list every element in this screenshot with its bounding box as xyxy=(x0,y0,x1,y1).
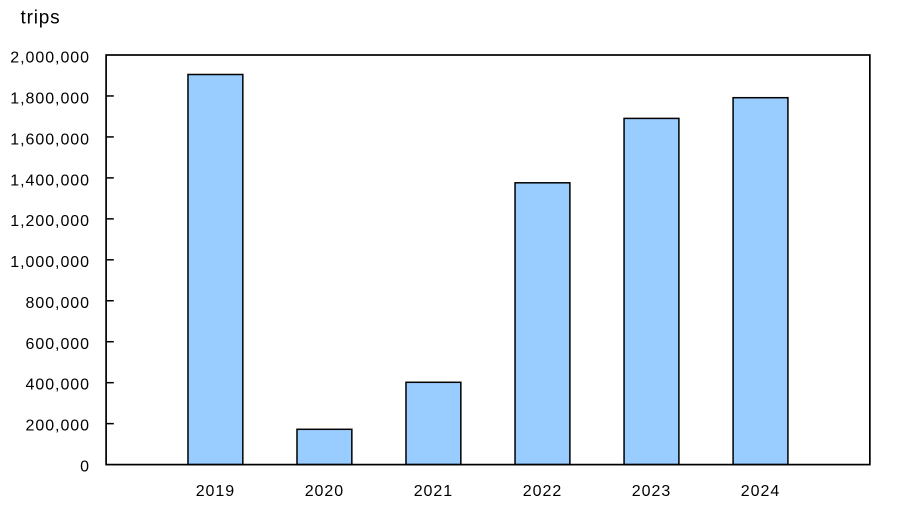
svg-text:2021: 2021 xyxy=(414,483,453,500)
svg-text:2019: 2019 xyxy=(196,483,235,500)
svg-text:2,000,000: 2,000,000 xyxy=(10,50,90,67)
svg-text:1,400,000: 1,400,000 xyxy=(10,172,90,189)
svg-text:200,000: 200,000 xyxy=(26,418,91,435)
svg-text:0: 0 xyxy=(80,459,90,476)
svg-text:400,000: 400,000 xyxy=(26,377,91,394)
svg-text:1,800,000: 1,800,000 xyxy=(10,91,90,108)
svg-text:2022: 2022 xyxy=(523,483,562,500)
svg-text:600,000: 600,000 xyxy=(26,336,91,353)
svg-text:1,200,000: 1,200,000 xyxy=(10,213,90,230)
svg-text:2023: 2023 xyxy=(632,483,671,500)
svg-text:800,000: 800,000 xyxy=(26,295,91,312)
svg-text:1,000,000: 1,000,000 xyxy=(10,254,90,271)
svg-text:1,600,000: 1,600,000 xyxy=(10,131,90,148)
svg-text:2024: 2024 xyxy=(741,483,780,500)
svg-text:trips: trips xyxy=(21,8,61,29)
svg-text:2020: 2020 xyxy=(305,483,344,500)
